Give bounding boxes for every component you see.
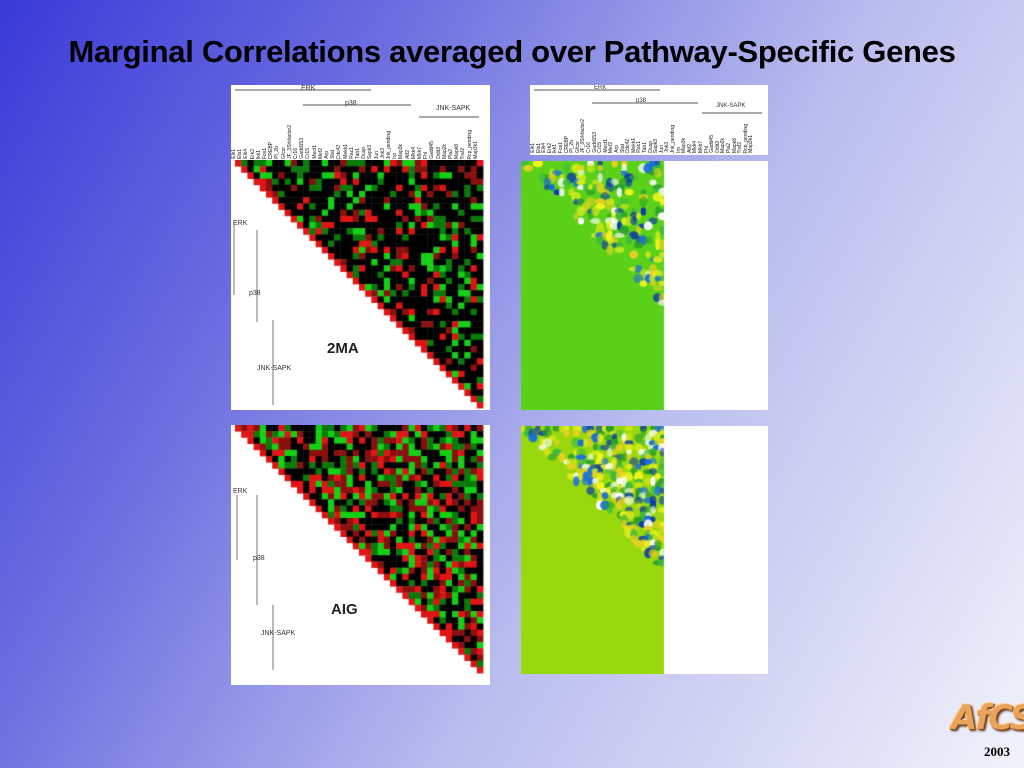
gene-label: Pl_2b <box>274 146 281 159</box>
copyright-year: 2003 <box>984 744 1010 759</box>
gene-label: Map3k1 <box>748 135 755 153</box>
surface-map-aig <box>521 426 665 674</box>
gene-label: Rcp_pending <box>466 129 473 159</box>
gene-labels-top-left: Elk1 Ets1 Elk4 Erk2 Ikk1 Fos1 CREBP Pl_2b Gfcsr J… <box>231 123 490 159</box>
header-group-p38-right: p38 <box>636 98 647 104</box>
gene-label: Elk4 <box>243 149 250 159</box>
surface-panel-2ma <box>521 161 768 410</box>
gene-label: Ddit3 <box>435 147 442 159</box>
gene-label: Atf2 <box>404 150 411 159</box>
side-label-2: JNK-SAPK <box>261 630 296 637</box>
heatmap-aig <box>231 425 490 675</box>
gene-labels-top-right: Elk1 Ets1 Elk4 Erk2 Ikk1 Fos1 CREBP Pl_2b Gfcsr J… <box>530 117 768 153</box>
gene-label: Gadd45 <box>429 141 436 159</box>
gene-label: Map3k1 <box>472 141 479 159</box>
side-label-0: ERK <box>233 220 248 227</box>
gene-label: Jun <box>373 150 380 159</box>
gene-header-top-right <box>534 89 762 114</box>
surface-panel-aig <box>521 426 768 674</box>
gene-header-panel-right: ERK p38 JNK-SAPK Elk1 Ets1 Elk4 Erk2 Ikk1 Fos… <box>530 85 768 155</box>
afcs-logo: AfCS <box>951 698 1024 738</box>
gene-header-top-left <box>235 89 479 118</box>
side-label-0: ERK <box>233 488 248 495</box>
header-group-erk-right: ERK <box>594 85 607 91</box>
header-group-p38: p38 <box>345 100 357 107</box>
gene-label: Gfcsr <box>280 147 287 159</box>
side-bracket-lines <box>233 222 274 405</box>
heatmap-2ma <box>231 160 490 410</box>
surface-map-2ma <box>521 161 665 410</box>
header-group-erk: ERK <box>301 85 316 92</box>
gene-label: Mect1 <box>311 145 318 159</box>
gene-label: Map3k <box>398 143 405 159</box>
panel-label-2ma: 2MA <box>327 340 359 357</box>
gene-label: Erk2 <box>249 148 256 159</box>
heatmap-panel-2ma: ERK p38 JNK-SAPK Elk1 Ets1 Elk4 Erk2 Ikk1 Fos… <box>231 85 490 410</box>
side-brackets-aig: ERK p38 JNK-SAPK <box>231 425 351 675</box>
gene-label: Cr15 <box>305 148 312 159</box>
gene-label: Mekk1 <box>342 144 349 159</box>
heatmap-panel-aig: ERK p38 JNK-SAPK AIG <box>231 425 490 685</box>
slide-title: Marginal Correlations averaged over Path… <box>68 34 956 69</box>
side-bracket-lines <box>236 495 274 670</box>
header-group-jnk: JNK-SAPK <box>436 105 471 112</box>
gene-label: Cdc42 <box>336 144 343 159</box>
header-group-jnk-right: JNK-SAPK <box>716 103 746 109</box>
side-label-2: JNK-SAPK <box>257 365 292 372</box>
side-label-1: p38 <box>253 555 265 562</box>
panel-label-aig: AIG <box>331 601 358 618</box>
gene-label: Sapk3 <box>367 144 374 159</box>
side-label-1: p38 <box>249 290 261 297</box>
side-brackets-2ma: ERK p38 JNK-SAPK <box>231 160 351 410</box>
gene-label: Traf2 <box>460 147 467 159</box>
